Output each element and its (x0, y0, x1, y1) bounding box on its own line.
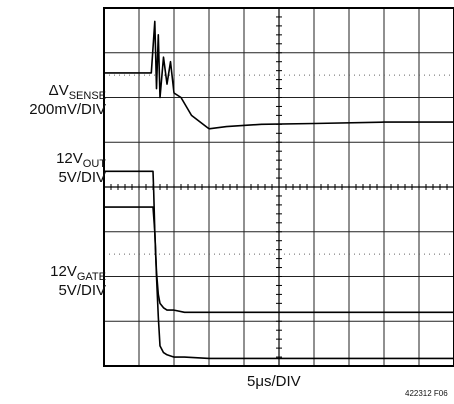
channel-label-sense-main: ΔV (48, 82, 69, 99)
channel-label-gate-sub: GATE (76, 271, 106, 283)
channel-label-out-main: 12V (56, 150, 83, 167)
channel-label-out-sub: OUT (82, 158, 106, 170)
channel-label-sense-sub: SENSE (68, 90, 106, 102)
trace-line-out (104, 170, 454, 314)
channel-label-gate-main: 12V (50, 263, 77, 280)
time-scale-label: 5μs/DIV (247, 373, 301, 390)
channel-label-sense: ΔVSENSE (48, 82, 106, 102)
plot-frame (103, 7, 454, 367)
figure-id: 422312 F06 (405, 389, 448, 398)
channel-scale-sense: 200mV/DIV (29, 101, 106, 118)
channel-scale-gate: 5V/DIV (58, 282, 106, 299)
trace-line-sense (104, 20, 454, 130)
channel-label-out: 12VOUT (56, 150, 106, 170)
channel-label-gate: 12VGATE (50, 263, 106, 283)
trace-line-gate (104, 206, 454, 360)
channel-scale-out: 5V/DIV (58, 169, 106, 186)
